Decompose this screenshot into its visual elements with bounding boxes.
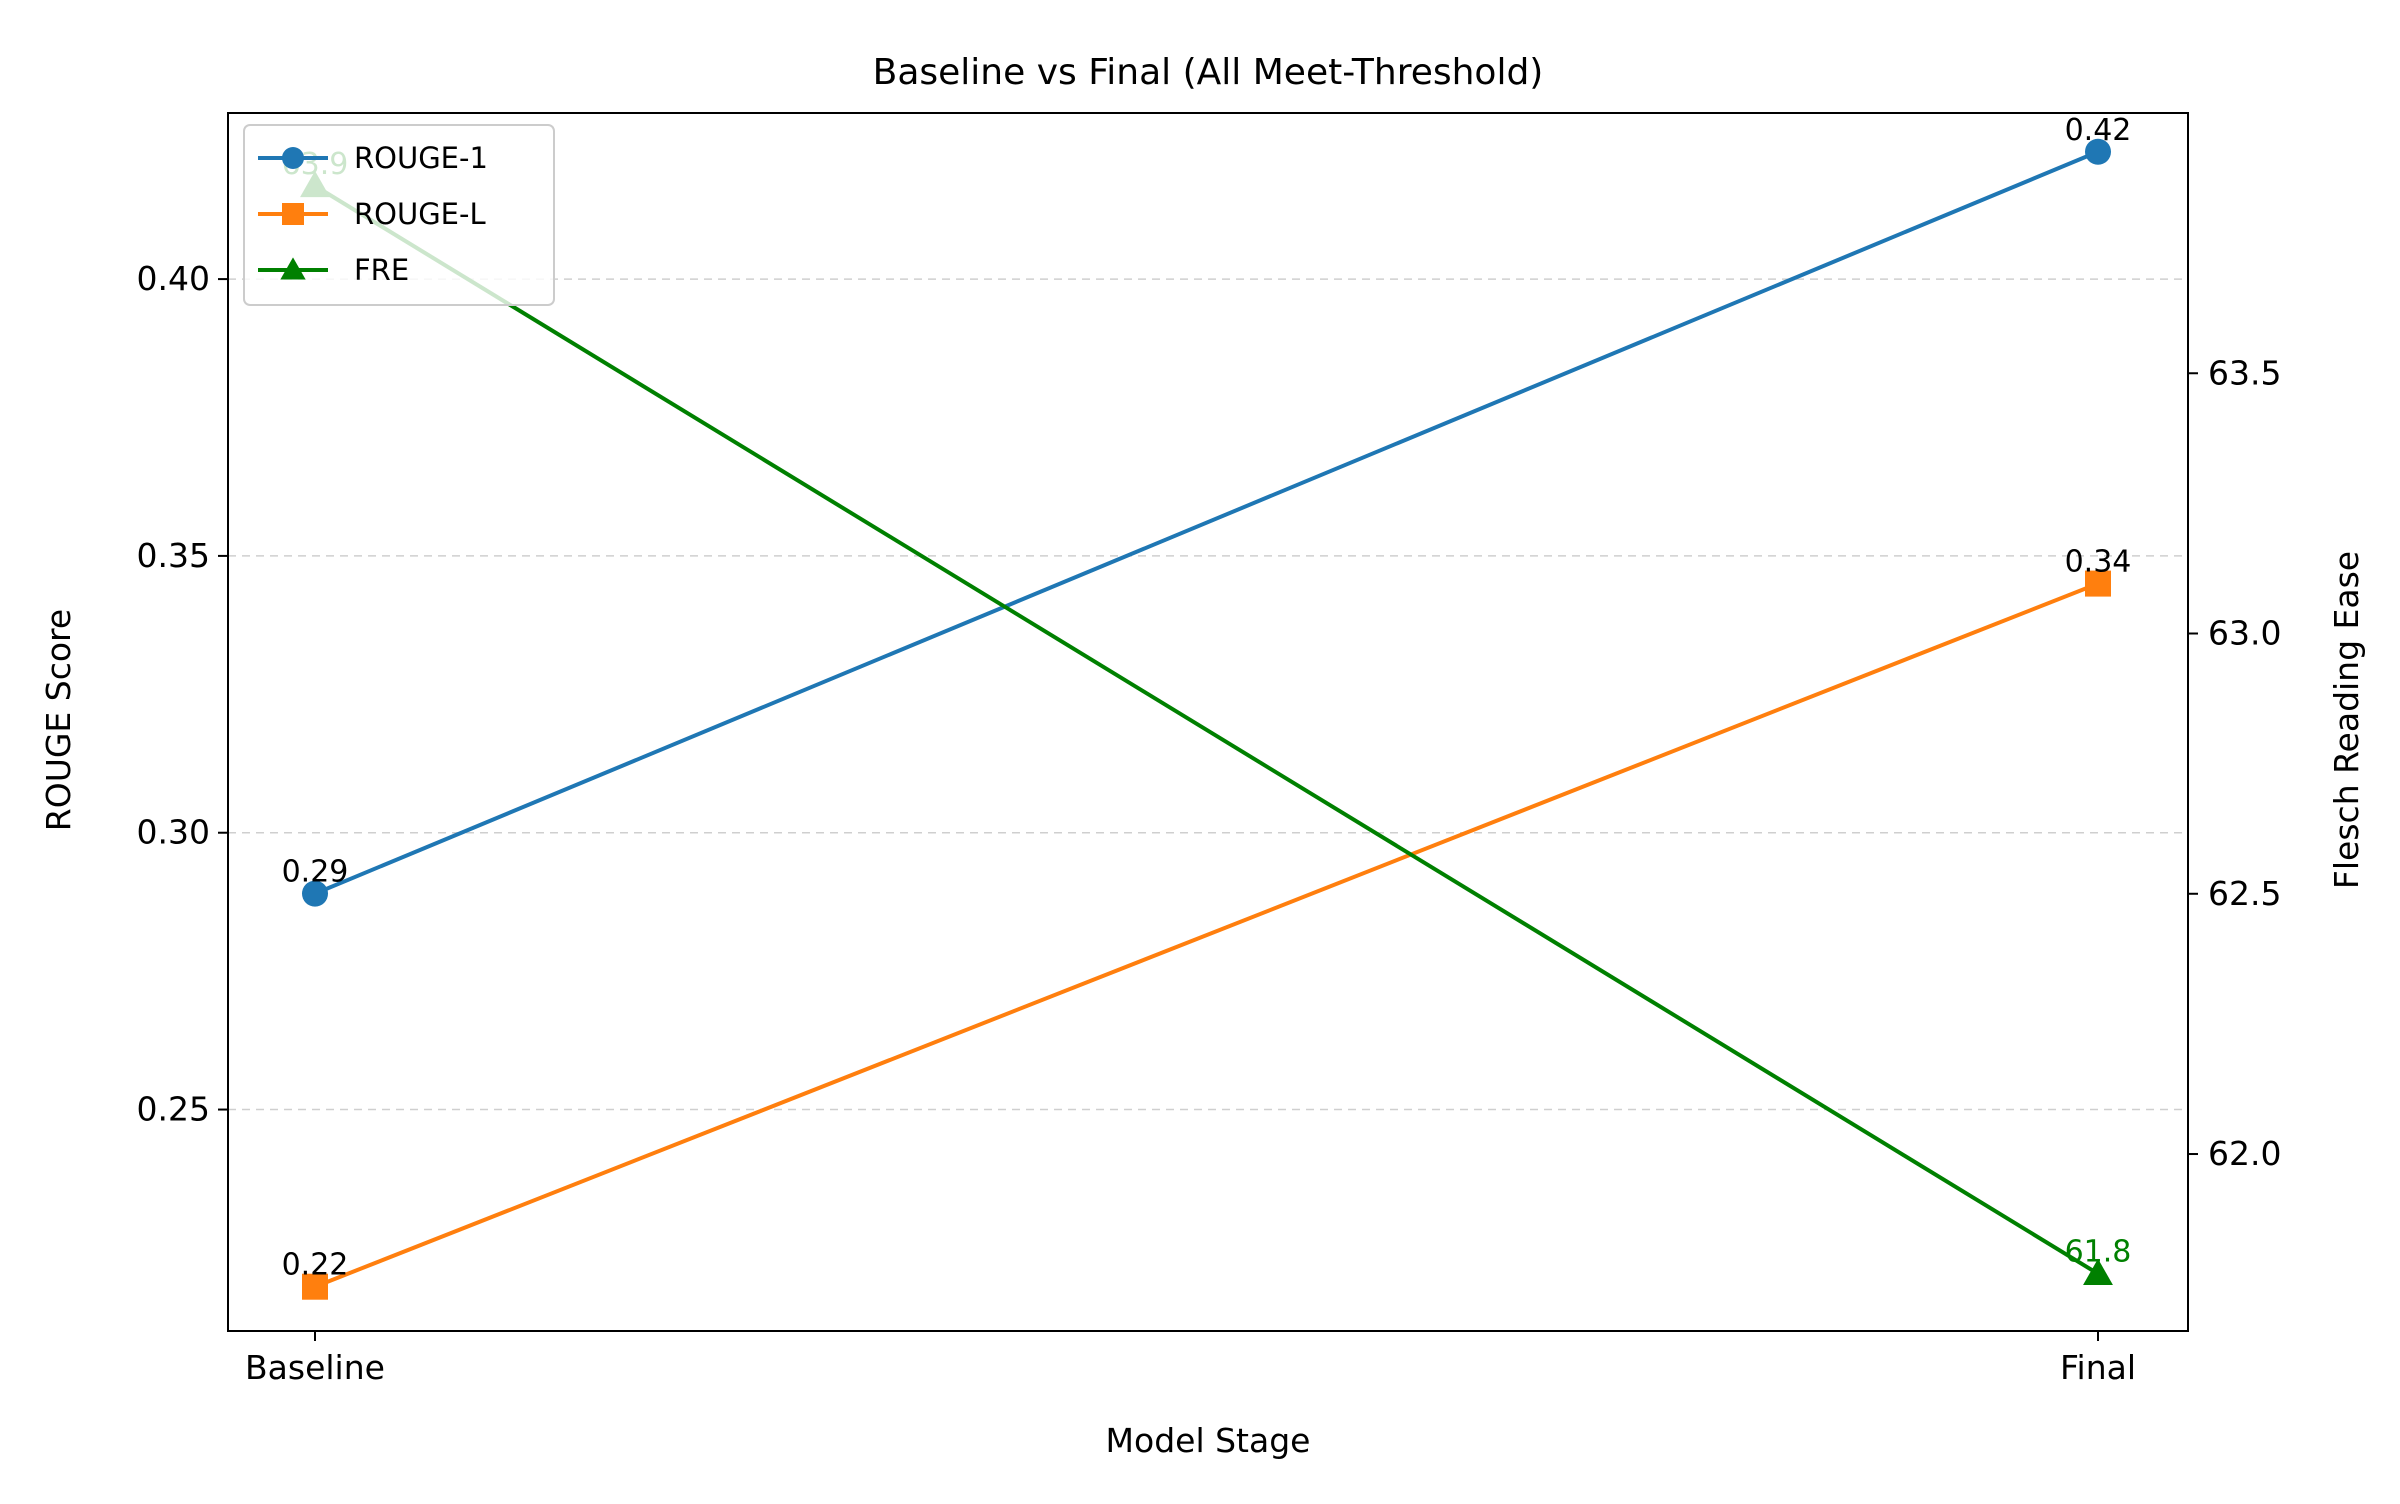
y2-tick-label: 62.5 xyxy=(2208,874,2281,913)
legend-marker-fre xyxy=(280,257,306,280)
y-tick-label: 0.40 xyxy=(137,259,210,298)
chart-title: Baseline vs Final (All Meet-Threshold) xyxy=(873,52,1544,93)
data-point-rouge-1-baseline xyxy=(302,880,328,907)
series-line-fre xyxy=(313,184,2100,1276)
data-label-rouge-1-baseline: 0.29 xyxy=(282,855,349,890)
y-tick-label: 0.25 xyxy=(137,1090,210,1129)
data-label-rouge-1-final: 0.42 xyxy=(2065,113,2132,148)
data-point-rouge-l-final xyxy=(2085,570,2111,597)
data-label-rouge-l-final: 0.34 xyxy=(2065,545,2132,580)
x-tick-label: Baseline xyxy=(245,1348,385,1387)
series-line-rouge-l xyxy=(314,581,2099,1289)
legend-label-rouge-1: ROUGE-1 xyxy=(354,141,488,175)
data-point-rouge-1-final xyxy=(2085,138,2111,165)
legend-label-rouge-l: ROUGE-L xyxy=(354,197,486,231)
legend xyxy=(243,124,555,306)
y-tick-label: 0.35 xyxy=(137,536,210,575)
legend-marker-rouge-l xyxy=(282,203,304,225)
data-point-fre-final xyxy=(2083,1258,2113,1285)
data-label-fre-final: 61.8 xyxy=(2065,1235,2132,1270)
y2-tick-label: 63.5 xyxy=(2208,353,2281,392)
legend-marker-rouge-1 xyxy=(282,147,304,169)
plot-frame xyxy=(227,112,2189,1332)
series-line-rouge-1 xyxy=(314,149,2099,896)
y-axis-label: ROUGE Score xyxy=(39,609,78,831)
data-label-rouge-l-baseline: 0.22 xyxy=(282,1248,349,1283)
y-tick-label: 0.30 xyxy=(137,813,210,852)
y2-axis-label: Flesch Reading Ease xyxy=(2327,551,2366,889)
data-point-rouge-l-baseline xyxy=(302,1273,328,1300)
x-axis-label: Model Stage xyxy=(1106,1421,1311,1460)
y2-tick-label: 63.0 xyxy=(2208,614,2281,653)
y2-tick-label: 62.0 xyxy=(2208,1134,2281,1173)
x-tick-label: Final xyxy=(2060,1348,2136,1387)
legend-label-fre: FRE xyxy=(354,253,409,287)
